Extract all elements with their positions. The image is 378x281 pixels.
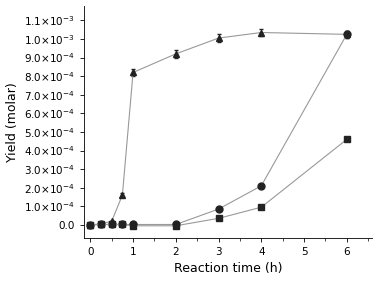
X-axis label: Reaction time (h): Reaction time (h)	[174, 262, 282, 275]
Y-axis label: Yield (molar): Yield (molar)	[6, 82, 19, 162]
